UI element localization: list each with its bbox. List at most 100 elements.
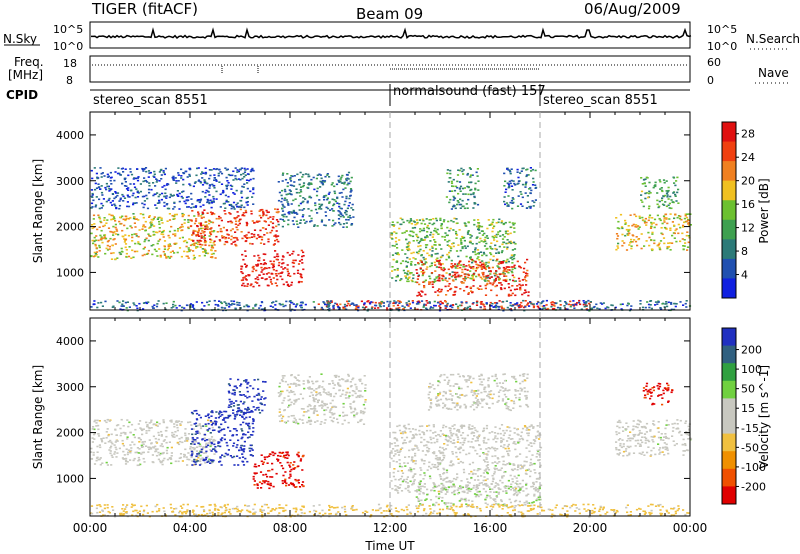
range-gate-cell — [525, 207, 528, 209]
range-gate-cell — [615, 217, 618, 219]
range-gate-cell — [329, 300, 332, 302]
range-gate-cell — [97, 256, 100, 258]
range-gate-cell — [292, 464, 295, 466]
range-gate-cell — [237, 410, 240, 413]
range-gate-cell — [197, 213, 200, 215]
range-gate-cell — [422, 306, 425, 308]
range-gate-cell — [465, 225, 468, 227]
range-gate-cell — [220, 439, 223, 442]
range-gate-cell — [663, 242, 666, 245]
range-gate-cell — [511, 222, 514, 224]
range-gate-cell — [214, 423, 217, 426]
range-gate-cell — [257, 378, 260, 381]
range-gate-cell — [200, 451, 203, 453]
range-gate-cell — [440, 290, 443, 293]
range-gate-cell — [144, 167, 148, 169]
range-gate-cell — [247, 408, 251, 410]
range-gate-cell — [454, 272, 457, 274]
range-gate-cell — [478, 264, 481, 267]
range-gate-cell — [493, 274, 497, 277]
range-gate-cell — [204, 228, 207, 230]
range-gate-cell — [423, 285, 426, 287]
range-gate-cell — [96, 228, 99, 231]
range-gate-cell — [92, 199, 95, 202]
range-gate-cell — [466, 306, 469, 309]
range-gate-cell — [493, 302, 497, 304]
range-gate-cell — [448, 273, 451, 275]
range-gate-cell — [124, 243, 128, 245]
range-gate-cell — [653, 218, 657, 221]
range-gate-cell — [507, 204, 510, 206]
range-gate-cell — [408, 221, 411, 224]
range-gate-cell — [412, 231, 415, 234]
range-gate-cell — [320, 308, 323, 311]
range-gate-cell — [275, 284, 279, 287]
range-gate-cell — [411, 235, 415, 238]
range-gate-cell — [343, 203, 346, 206]
range-gate-cell — [313, 405, 317, 407]
range-gate-cell — [91, 441, 94, 443]
range-gate-cell — [167, 234, 170, 237]
range-gate-cell — [115, 228, 118, 231]
range-gate-cell — [289, 475, 292, 477]
range-gate-cell — [230, 188, 233, 190]
range-gate-cell — [508, 241, 511, 243]
range-gate-cell — [191, 464, 194, 466]
range-gate-cell — [510, 270, 513, 273]
range-gate-cell — [502, 309, 505, 312]
range-gate-cell — [124, 458, 127, 460]
range-gate-cell — [419, 240, 422, 243]
range-gate-cell — [346, 174, 349, 176]
range-gate-cell — [260, 402, 263, 405]
range-gate-cell — [257, 388, 260, 390]
range-gate-cell — [289, 184, 292, 186]
range-gate-cell — [509, 232, 512, 235]
range-gate-cell — [173, 425, 176, 428]
range-gate-cell — [173, 217, 176, 220]
range-gate-cell — [458, 187, 462, 189]
range-gate-cell — [686, 246, 690, 248]
range-gate-cell — [295, 304, 298, 306]
range-gate-cell — [147, 451, 150, 453]
range-gate-cell — [484, 268, 487, 271]
range-gate-cell — [489, 301, 492, 304]
range-gate-cell — [677, 215, 681, 217]
range-gate-cell — [320, 421, 323, 423]
range-gate-cell — [312, 412, 315, 415]
range-gate-cell — [127, 174, 130, 177]
range-gate-cell — [666, 305, 669, 308]
range-gate-cell — [278, 451, 281, 454]
range-gate-cell — [329, 416, 332, 418]
range-gate-cell — [616, 247, 620, 249]
range-gate-cell — [191, 447, 194, 449]
range-gate-cell — [390, 233, 393, 236]
range-gate-cell — [300, 304, 303, 306]
range-gate-cell — [275, 219, 279, 221]
range-gate-cell — [312, 399, 315, 402]
range-gate-cell — [258, 214, 261, 217]
range-gate-cell — [191, 433, 194, 436]
range-gate-cell — [530, 170, 533, 172]
range-gate-cell — [448, 177, 451, 179]
range-gate-cell — [404, 253, 407, 255]
range-gate-cell — [493, 471, 496, 473]
range-gate-cell — [468, 452, 471, 455]
range-gate-cell — [244, 457, 247, 460]
range-gate-cell — [272, 216, 275, 218]
range-gate-cell — [163, 195, 166, 198]
range-gate-cell — [99, 188, 102, 190]
range-gate-cell — [480, 230, 483, 232]
range-gate-cell — [335, 183, 339, 186]
range-gate-cell — [117, 167, 120, 169]
range-gate-cell — [110, 231, 113, 233]
range-gate-cell — [281, 207, 284, 210]
range-gate-cell — [179, 440, 182, 443]
range-gate-cell — [395, 243, 398, 246]
range-gate-cell — [180, 255, 183, 258]
range-gate-cell — [141, 433, 144, 436]
range-gate-cell — [232, 192, 235, 194]
range-gate-cell — [672, 192, 675, 194]
range-gate-cell — [94, 252, 97, 255]
range-gate-cell — [207, 199, 210, 202]
range-gate-cell — [491, 431, 494, 433]
